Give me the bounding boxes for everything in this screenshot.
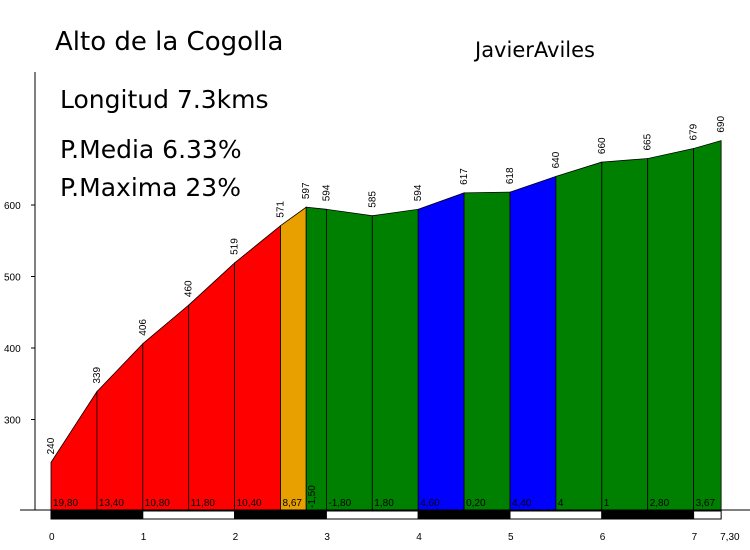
profile-segment [96, 342, 144, 511]
x-tick-label: 4 [416, 532, 422, 543]
gradient-label: 13,40 [99, 498, 124, 509]
x-tick-label: 1 [141, 532, 147, 543]
chart-title: Alto de la Cogolla [55, 27, 283, 57]
profile-segment [693, 140, 722, 511]
elevation-label: 660 [597, 137, 608, 154]
gradient-label: 11,80 [191, 498, 216, 509]
gradient-label: 1,80 [374, 498, 394, 509]
y-tick-label: 500 [4, 273, 21, 284]
gradient-label: 4,60 [420, 498, 440, 509]
elevation-label: 640 [551, 151, 562, 168]
profile-segments [50, 140, 722, 511]
elevation-labels: 240 339 406 460 519 571 597 594 585 594 617 618 640 6… [46, 116, 727, 455]
elevation-label: 585 [367, 191, 378, 208]
km-bar-block [234, 510, 327, 520]
elevation-label: 571 [276, 201, 287, 218]
stat-max-gradient: P.Maxima 23% [60, 173, 241, 202]
gradient-label: 4,40 [512, 498, 532, 509]
profile-segment [280, 206, 307, 511]
elevation-label: 406 [138, 319, 149, 336]
author-label: JavierAviles [473, 38, 595, 62]
elevation-label: 690 [716, 116, 727, 133]
profile-segment [509, 175, 557, 511]
km-bar [20, 509, 750, 520]
y-tick-label: 400 [4, 344, 21, 355]
elevation-label: 618 [505, 167, 516, 184]
elevation-label: 679 [689, 123, 700, 140]
profile-segment [305, 206, 327, 511]
stat-avg-gradient: P.Media 6.33% [60, 135, 242, 164]
profile-segment [601, 158, 649, 511]
gradient-label: -1,50 [307, 485, 318, 508]
elevation-label: 665 [643, 133, 654, 150]
km-bar-block [509, 510, 603, 520]
x-tick-label: 0 [49, 532, 55, 543]
profile-segment [325, 208, 373, 511]
y-tick-label: 600 [4, 201, 21, 212]
gradient-label: 10,80 [145, 498, 170, 509]
km-bar-block [601, 510, 695, 520]
km-bar-block [142, 510, 236, 520]
elevation-label: 617 [459, 168, 470, 185]
x-tick-label: 2 [233, 532, 239, 543]
x-tick-label: 7 [692, 532, 698, 543]
gradient-label: 2,80 [650, 498, 670, 509]
elevation-label: 240 [46, 437, 57, 454]
km-bar-block [50, 510, 144, 520]
km-bar-block [693, 510, 722, 520]
gradient-label: 3,67 [696, 498, 716, 509]
gradient-label: 19,80 [53, 498, 78, 509]
elevation-label: 597 [301, 182, 312, 199]
elevation-label: 460 [184, 280, 195, 297]
profile-segment [234, 224, 281, 511]
elevation-label: 339 [92, 366, 103, 383]
x-tick-label: 6 [600, 532, 606, 543]
km-bar-block [325, 510, 419, 520]
x-tick-label: 7,30 [720, 532, 740, 543]
y-axis: 300 400 500 600 [4, 72, 36, 510]
gradient-label: 0,20 [466, 498, 486, 509]
profile-segment [50, 390, 98, 511]
x-axis: 0 1 2 3 4 5 6 7 7,30 [49, 532, 740, 543]
gradient-label: -1,80 [328, 498, 351, 509]
y-tick-label: 300 [4, 416, 21, 427]
gradient-label: 1 [604, 498, 610, 509]
gradient-label: 4 [558, 498, 564, 509]
profile-segment [417, 192, 465, 511]
profile-segment [188, 262, 236, 511]
gradient-label: 10,40 [237, 498, 262, 509]
gradient-label: 8,67 [283, 498, 303, 509]
gradient-labels: 19,80 13,40 10,80 11,80 10,40 8,67 -1,50 -1,80 1… [53, 485, 716, 509]
elevation-label: 594 [413, 184, 424, 201]
profile-segment [647, 148, 694, 511]
elevation-label: 594 [321, 184, 332, 201]
stat-length: Longitud 7.3kms [60, 85, 269, 114]
profile-segment [463, 191, 511, 511]
km-bar-block [417, 510, 511, 520]
x-tick-label: 5 [508, 532, 514, 543]
elevation-label: 519 [230, 238, 241, 255]
profile-segment [371, 208, 419, 511]
x-tick-label: 3 [324, 532, 330, 543]
profile-segment [142, 304, 190, 511]
profile-segment [555, 161, 603, 511]
